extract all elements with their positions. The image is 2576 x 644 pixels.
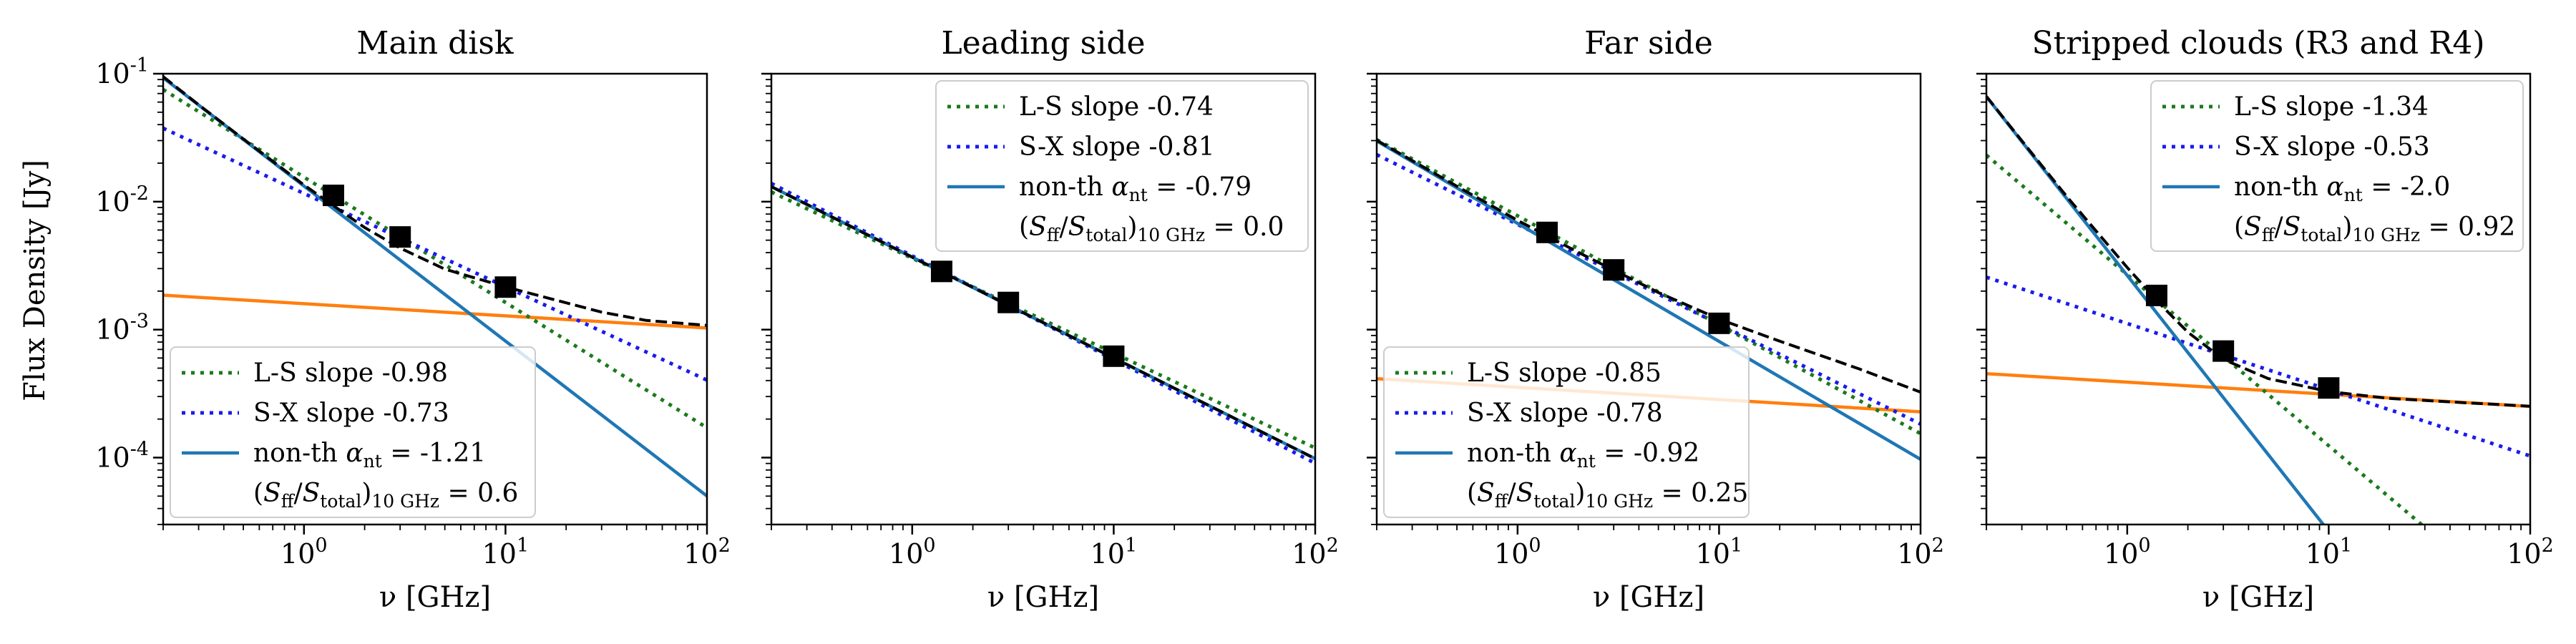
x-tick-label: 102	[2507, 535, 2554, 570]
panel-title: Main disk	[356, 25, 514, 62]
series-line-thermal	[163, 293, 707, 330]
axes-frame	[770, 72, 1317, 526]
panel-3: Far side ν [GHz] 100 101 102 L-S slope -0.85 S…	[1367, 25, 1944, 614]
legend-label: non-th αnt = -2.0	[2234, 172, 2450, 205]
axes-frame	[1375, 72, 1922, 526]
series-line-nonth	[163, 76, 707, 497]
plot-area	[1986, 95, 2530, 525]
legend-box	[1383, 346, 1750, 518]
data-point	[1103, 345, 1125, 367]
panels: Main disk ν [GHz] 100 101 102 10-1 10-2 10-3 10-…	[95, 25, 2553, 614]
legend-label: (Sff/Stotal)10 GHz = 0.25	[1467, 479, 1748, 512]
x-tick-label: 102	[1292, 535, 1339, 570]
x-tick-label: 101	[2306, 535, 2353, 570]
data-point	[322, 185, 344, 207]
x-tick-label: 100	[889, 535, 936, 570]
data-point	[389, 226, 411, 248]
panel-4: Stripped clouds (R3 and R4) ν [GHz] 100 101…	[1976, 25, 2554, 614]
panel-title: Stripped clouds (R3 and R4)	[2031, 25, 2484, 62]
legend: L-S slope -0.98 S-X slope -0.73 non-th αnt…	[170, 346, 536, 518]
x-tick-label: 101	[482, 535, 530, 570]
data-point	[1708, 312, 1730, 334]
legend-label: S-X slope -0.73	[253, 399, 449, 428]
legend-label: (Sff/Stotal)10 GHz = 0.92	[2234, 213, 2515, 245]
legend-label: non-th αnt = -0.79	[1019, 172, 1252, 205]
data-point	[997, 291, 1020, 313]
series-line-total	[1986, 95, 2530, 408]
y-tick-label: 10-4	[95, 438, 149, 473]
data-point	[1603, 259, 1625, 281]
legend-label: S-X slope -0.53	[2234, 132, 2430, 162]
y-tick-label: 10-2	[95, 182, 149, 218]
series-line-nonth	[1377, 140, 1921, 461]
legend-label: (Sff/Stotal)10 GHz = 0.0	[1019, 213, 1284, 245]
data-point	[930, 260, 952, 283]
legend-label: L-S slope -1.34	[2234, 92, 2429, 122]
x-axis-label: ν [GHz]	[379, 581, 491, 614]
legend: L-S slope -0.74 S-X slope -0.81 non-th αnt…	[935, 80, 1309, 252]
legend-box	[935, 80, 1309, 252]
legend-label: S-X slope -0.78	[1467, 399, 1663, 428]
x-axis-label: ν [GHz]	[987, 581, 1099, 614]
legend-box	[2150, 80, 2524, 252]
data-point	[1536, 221, 1558, 243]
legend-label: S-X slope -0.81	[1019, 132, 1215, 162]
legend-label: L-S slope -0.98	[253, 358, 448, 388]
panel-title: Far side	[1584, 25, 1713, 62]
data-point	[2145, 284, 2167, 306]
plot-area	[771, 182, 1315, 465]
y-tick-label: 10-1	[95, 54, 149, 89]
series-line-ls	[1377, 138, 1921, 436]
x-axis-label: ν [GHz]	[2202, 581, 2314, 614]
series-line-total	[771, 185, 1315, 460]
legend-label: L-S slope -0.85	[1467, 358, 1662, 388]
series-line-total	[1377, 139, 1921, 394]
legend-label: non-th αnt = -1.21	[253, 439, 486, 472]
y-axis-label: Flux Density [Jy]	[19, 160, 52, 401]
plot-area	[1377, 138, 1921, 461]
series-line-total	[163, 75, 707, 327]
axes-frame	[162, 72, 708, 526]
series-line-sx	[163, 126, 707, 382]
series-line-ls	[1986, 153, 2424, 525]
legend-label: (Sff/Stotal)10 GHz = 0.6	[253, 479, 518, 512]
x-tick-label: 100	[2104, 535, 2151, 570]
panel-title: Leading side	[941, 25, 1145, 62]
series-line-sx	[1986, 275, 2530, 458]
x-tick-label: 102	[683, 535, 731, 570]
axes-frame	[1985, 72, 2532, 526]
panel-2: Leading side ν [GHz] 100 101 102 L-S slope -0…	[761, 25, 1339, 614]
y-tick-label: 10-3	[95, 311, 149, 346]
series-line-ls	[771, 190, 1315, 450]
series-line-sx	[1377, 152, 1921, 426]
panel-1: Main disk ν [GHz] 100 101 102 10-1 10-2 10-3 10-…	[95, 25, 730, 614]
legend-label: non-th αnt = -0.92	[1467, 439, 1699, 472]
data-point	[2318, 377, 2340, 399]
x-tick-label: 100	[1494, 535, 1541, 570]
x-tick-label: 100	[280, 535, 328, 570]
x-axis-label: ν [GHz]	[1593, 581, 1704, 614]
legend-box	[170, 346, 536, 518]
legend: L-S slope -0.85 S-X slope -0.78 non-th αnt…	[1383, 346, 1750, 518]
legend-label: L-S slope -0.74	[1019, 92, 1214, 122]
data-point	[2212, 340, 2235, 362]
x-tick-label: 101	[1091, 535, 1138, 570]
x-tick-label: 102	[1897, 535, 1944, 570]
plot-area	[163, 75, 707, 497]
data-point	[494, 276, 517, 298]
legend: L-S slope -1.34 S-X slope -0.53 non-th αnt…	[2150, 80, 2524, 252]
series-line-ls	[163, 87, 707, 429]
x-tick-label: 101	[1696, 535, 1743, 570]
